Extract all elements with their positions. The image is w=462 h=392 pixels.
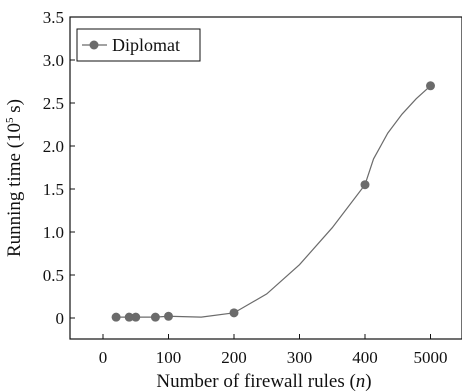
- y-axis-title-end: s): [4, 99, 25, 117]
- y-axis-title: Running time (105 s): [4, 99, 25, 257]
- y-tick-label-1: 0.5: [43, 266, 64, 285]
- legend-marker: [89, 40, 99, 50]
- x-tick-label-0: 0: [99, 348, 108, 367]
- y-tick-label-7: 3.5: [43, 8, 64, 27]
- x-axis-title: Number of firewall rules (n): [156, 371, 371, 392]
- y-axis-ticks: 0 0.5 1.0 1.5 2.0 2.5 3.0 3.5: [43, 8, 75, 328]
- y-axis-title-superscript: 5: [4, 117, 16, 123]
- y-tick-label-0: 0: [56, 309, 65, 328]
- plot-area: [69, 16, 462, 340]
- legend: Diplomat: [76, 28, 201, 62]
- series-line-diplomat: [116, 85, 431, 318]
- legend-label: Diplomat: [112, 35, 180, 55]
- data-point-6: [360, 180, 370, 190]
- x-tick-label-1: 100: [156, 348, 182, 367]
- x-axis-title-text: Number of firewall rules (: [156, 371, 355, 392]
- x-axis-title-variable: n: [356, 371, 366, 392]
- data-point-0: [111, 312, 121, 322]
- y-tick-label-4: 2.0: [43, 137, 64, 156]
- y-tick-label-3: 1.5: [43, 180, 64, 199]
- y-tick-label-6: 3.0: [43, 51, 64, 70]
- data-point-2: [131, 312, 141, 322]
- x-tick-label-2: 200: [221, 348, 247, 367]
- series-layer: [111, 81, 435, 322]
- y-tick-label-5: 2.5: [43, 94, 64, 113]
- data-point-4: [164, 311, 173, 321]
- data-point-3: [150, 312, 160, 322]
- plot-frame: [69, 16, 462, 340]
- x-tick-label-3: 300: [287, 348, 313, 367]
- y-tick-label-2: 1.0: [43, 223, 64, 242]
- data-point-7: [426, 81, 435, 91]
- x-axis-ticks: 0 100 200 300 400 5000: [99, 334, 448, 367]
- x-axis-title-end: ): [365, 371, 371, 392]
- data-point-5: [229, 308, 239, 318]
- data-point-1: [124, 312, 134, 322]
- x-tick-label-4: 400: [352, 348, 378, 367]
- x-tick-label-5: 5000: [414, 348, 448, 367]
- y-axis-title-text: Running time (10: [4, 123, 25, 257]
